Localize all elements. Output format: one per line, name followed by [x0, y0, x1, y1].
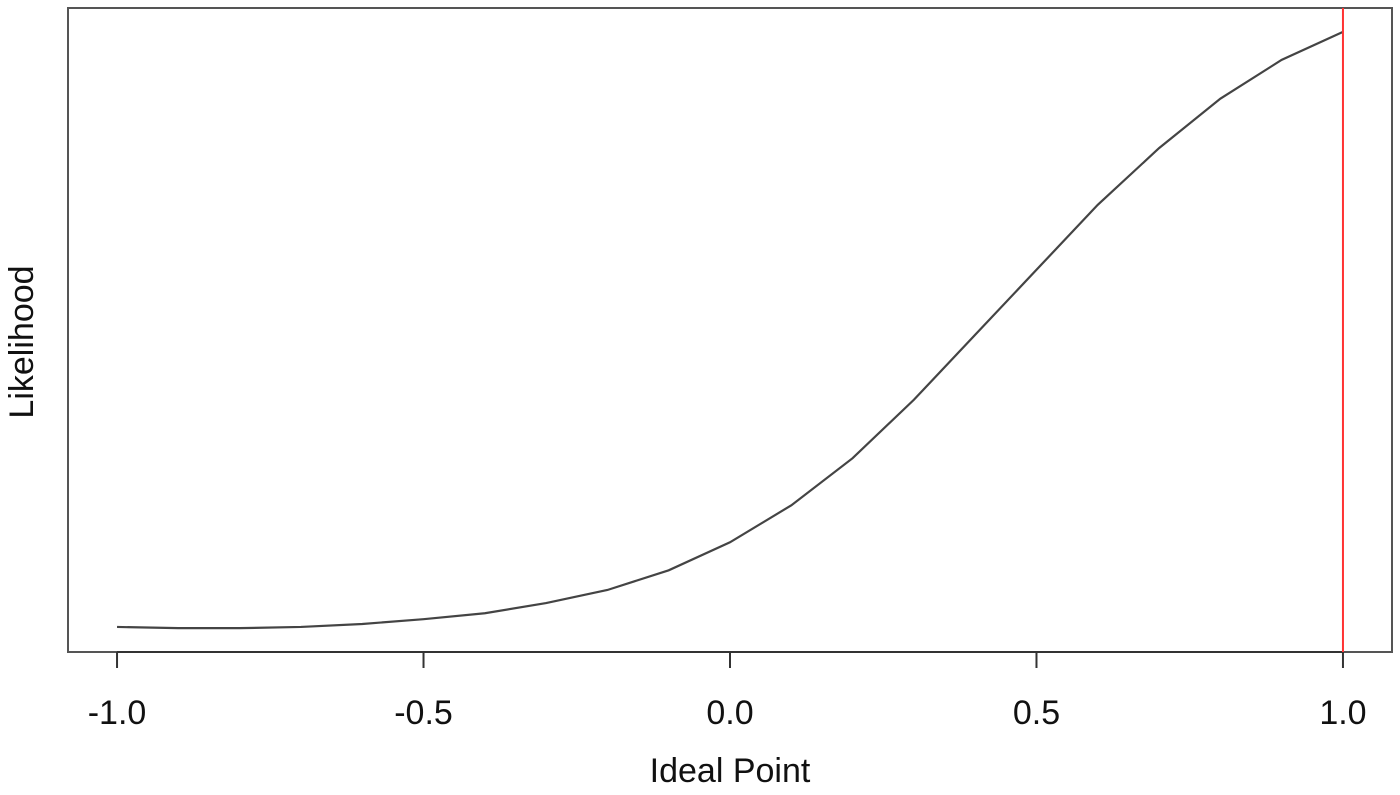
- x-tick-label: 0.5: [1013, 694, 1060, 732]
- x-tick-label: 0.0: [706, 694, 753, 732]
- y-axis-label: Likelihood: [3, 265, 41, 418]
- likelihood-line: [117, 30, 1344, 630]
- x-axis-label: Ideal Point: [650, 752, 811, 790]
- x-tick-label: 1.0: [1319, 694, 1366, 732]
- x-tick-label: -1.0: [88, 694, 147, 732]
- x-tick-label: -0.5: [394, 694, 453, 732]
- plot-frame: [67, 7, 1393, 653]
